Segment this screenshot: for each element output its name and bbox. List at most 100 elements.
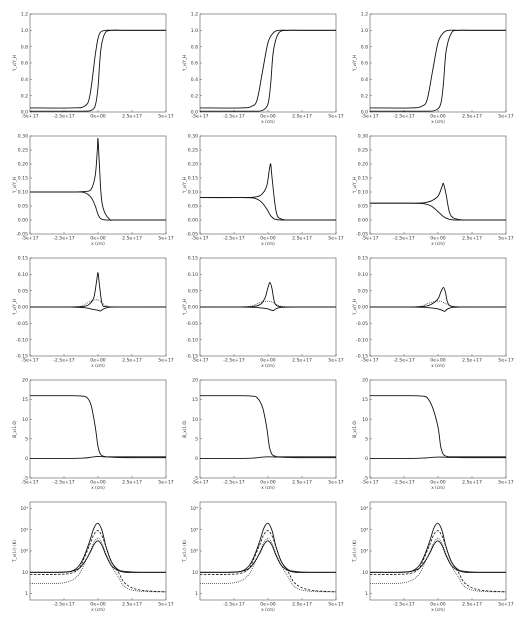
y-tick-label: 1.0 xyxy=(361,28,368,34)
series-line-1 xyxy=(30,29,166,112)
y-tick-label: 0.25 xyxy=(18,148,28,154)
chart-panel-r0-c1: -5e+17 -2.5e+17 0e+00 2.5e+17 5e+17 0.0 0.2 0.4… xyxy=(182,12,344,124)
y-tick-label: 0.00 xyxy=(358,218,368,224)
series-line-3 xyxy=(30,537,166,593)
y-tick-label: 1.2 xyxy=(191,12,198,18)
y-tick-label: -5 xyxy=(23,476,28,482)
y-tick-label: 0.10 xyxy=(358,272,368,278)
y-tick-label: 0.00 xyxy=(188,305,198,311)
y-tick-label: 0.20 xyxy=(358,162,368,168)
series-line-0 xyxy=(30,29,166,109)
chart-panel-r1-c1: -5e+17 -2.5e+17 0e+00 2.5e+17 5e+17 -0.05 0.00… xyxy=(182,134,344,246)
y-tick-label: 0.6 xyxy=(361,61,368,67)
y-tick-label: -0.10 xyxy=(186,337,198,343)
series-line-0 xyxy=(370,395,506,458)
y-tick-label: 0.00 xyxy=(358,305,368,311)
x-tick-label: 0e+00 xyxy=(90,114,106,120)
plot-frame xyxy=(199,13,337,113)
series-line-2 xyxy=(200,300,336,308)
y-tick-label: 10 xyxy=(192,570,198,576)
y-axis-label: Y_v/Y_H xyxy=(352,55,357,72)
x-axis-label: x (cm) xyxy=(261,363,275,368)
series-line-0 xyxy=(200,29,336,109)
series-line-1 xyxy=(30,540,166,573)
x-tick-label: 2.5e+17 xyxy=(462,480,482,486)
y-tick-label: 0.30 xyxy=(18,134,28,140)
y-tick-label: 5 xyxy=(25,436,28,442)
chart-panel-r4-c1: -2.5e+17 0e+00 2.5e+17 5e+17 1 10 10² 10³ 10⁴ x (… xyxy=(182,501,344,612)
y-tick-label: 10² xyxy=(360,549,368,555)
x-tick-label: 5e+17 xyxy=(328,114,344,120)
x-tick-label: -2.5e+17 xyxy=(223,602,245,608)
x-tick-label: -5e+17 xyxy=(361,114,378,120)
x-tick-label: 0e+00 xyxy=(90,480,106,486)
x-tick-label: 2.5e+17 xyxy=(292,480,312,486)
y-tick-label: 0.2 xyxy=(21,93,28,99)
y-axis-label: Y_v/Y_H xyxy=(352,177,357,194)
plot-frame xyxy=(199,135,337,235)
chart-panel-r1-c0: -5e+17 -2.5e+17 0e+00 2.5e+17 5e+17 -0.05 0.00… xyxy=(12,134,174,246)
x-tick-label: -5e+17 xyxy=(191,358,208,364)
x-tick-label: 5e+17 xyxy=(158,602,174,608)
series-line-1 xyxy=(200,456,336,459)
y-tick-label: 15 xyxy=(22,397,28,403)
x-tick-label: 5e+17 xyxy=(498,602,514,608)
x-tick-label: 5e+17 xyxy=(498,358,514,364)
chart-panel-r2-c2: -5e+17 -2.5e+17 0e+00 2.5e+17 5e+17 -0.15 -0.1… xyxy=(352,256,514,368)
series-line-1 xyxy=(30,455,166,459)
x-tick-label: 0e+00 xyxy=(260,236,276,242)
y-tick-label: -0.15 xyxy=(356,354,368,360)
y-tick-label: 5 xyxy=(365,436,368,442)
series-line-2 xyxy=(30,530,166,593)
y-tick-label: -0.10 xyxy=(16,337,28,343)
y-tick-label: 0.15 xyxy=(188,256,198,262)
y-tick-label: 1.0 xyxy=(191,28,198,34)
y-tick-label: 10 xyxy=(192,417,198,423)
y-tick-label: 20 xyxy=(362,378,368,384)
plot-frame xyxy=(29,13,167,113)
y-tick-label: -0.15 xyxy=(186,354,198,360)
x-tick-label: 5e+17 xyxy=(498,480,514,486)
x-tick-label: -2.5e+17 xyxy=(53,236,75,242)
x-tick-label: 2.5e+17 xyxy=(462,358,482,364)
x-tick-label: 0e+00 xyxy=(90,358,106,364)
y-tick-label: 0.10 xyxy=(18,272,28,278)
y-tick-label: 10⁴ xyxy=(360,506,368,512)
x-tick-label: 0e+00 xyxy=(260,602,276,608)
series-line-1 xyxy=(370,202,506,221)
y-tick-label: 0.10 xyxy=(18,190,28,196)
chart-panel-r1-c2: -5e+17 -2.5e+17 0e+00 2.5e+17 5e+17 -0.05 0.00… xyxy=(352,134,514,246)
y-tick-label: 0 xyxy=(25,456,28,462)
y-tick-label: 0.30 xyxy=(358,134,368,140)
x-tick-label: 0e+00 xyxy=(430,602,446,608)
x-axis-label: x (cm) xyxy=(91,241,105,246)
y-tick-label: 0.0 xyxy=(191,110,198,116)
y-tick-label: 0.10 xyxy=(358,190,368,196)
series-line-2 xyxy=(200,530,336,593)
x-tick-label: 2.5e+17 xyxy=(462,236,482,242)
y-axis-label: Y_v/Y_H xyxy=(182,177,187,194)
y-tick-label: 1.2 xyxy=(21,12,28,18)
y-tick-label: 0.00 xyxy=(18,305,28,311)
x-axis-label: x (cm) xyxy=(431,363,445,368)
x-tick-label: 5e+17 xyxy=(328,480,344,486)
y-tick-label: 0.4 xyxy=(21,77,28,83)
series-line-1 xyxy=(370,29,506,112)
x-tick-label: 2.5e+17 xyxy=(292,602,312,608)
x-tick-label: -5e+17 xyxy=(191,236,208,242)
chart-panel-r2-c1: -5e+17 -2.5e+17 0e+00 2.5e+17 5e+17 -0.15 -0.1… xyxy=(182,256,344,368)
y-tick-label: 10 xyxy=(22,417,28,423)
x-tick-label: -2.5e+17 xyxy=(53,480,75,486)
x-tick-label: 2.5e+17 xyxy=(462,602,482,608)
x-tick-label: -2.5e+17 xyxy=(393,480,415,486)
plot-frame xyxy=(369,135,507,235)
chart-panel-r4-c0: -2.5e+17 0e+00 2.5e+17 5e+17 1 10 10² 10³ 10⁴ x (… xyxy=(12,501,174,612)
series-line-2 xyxy=(370,300,506,308)
y-tick-label: 0.2 xyxy=(361,93,368,99)
y-tick-label: 0.15 xyxy=(358,256,368,262)
x-axis-label: x (cm) xyxy=(91,607,105,612)
x-tick-label: 2.5e+17 xyxy=(292,114,312,120)
y-tick-label: 15 xyxy=(362,397,368,403)
y-tick-label: 1.2 xyxy=(361,12,368,18)
y-tick-label: 20 xyxy=(192,378,198,384)
